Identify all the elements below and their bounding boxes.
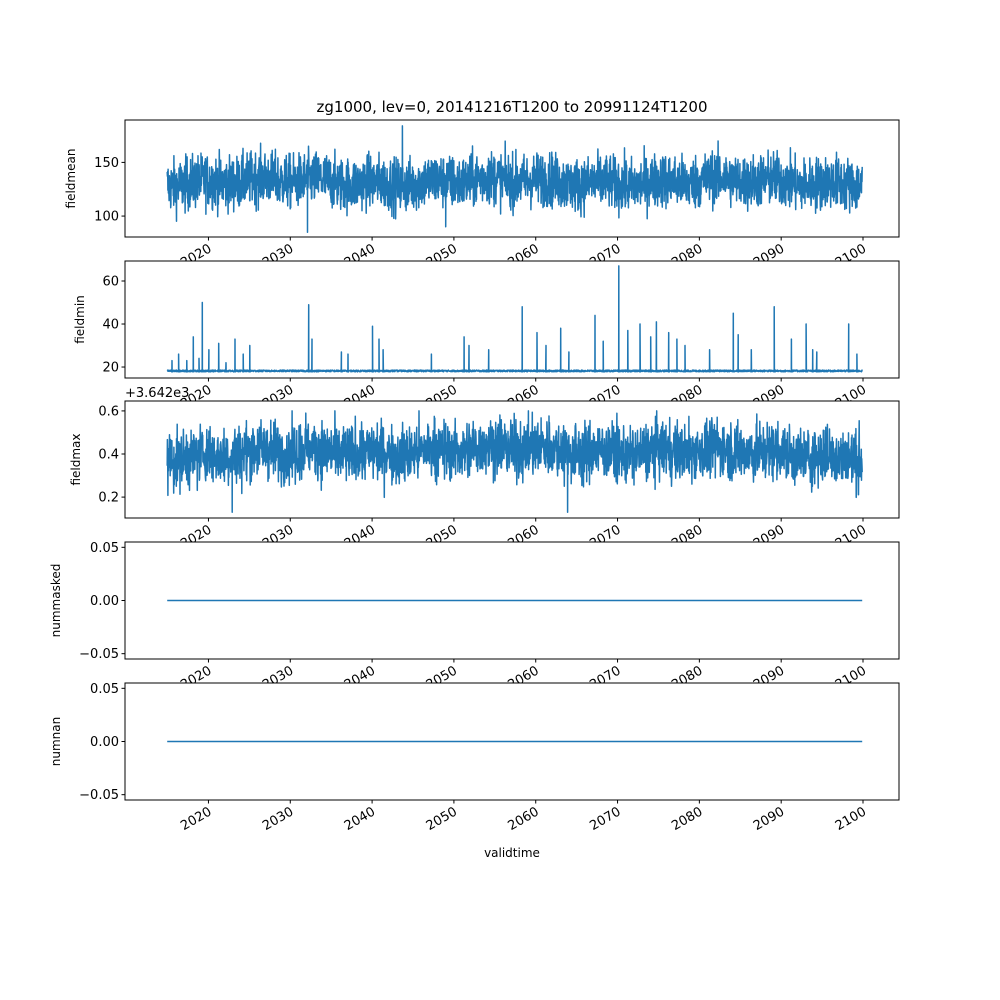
y-tick-label: 20 bbox=[102, 361, 119, 376]
axes-frame bbox=[124, 400, 900, 519]
series-line-fieldmax bbox=[166, 410, 863, 513]
y-tick-label: 100 bbox=[94, 210, 119, 225]
y-axis-label: fieldmean bbox=[64, 149, 78, 209]
plot-area bbox=[125, 261, 899, 378]
y-tick-label: 60 bbox=[102, 275, 119, 290]
x-tick-label: 2030 bbox=[260, 804, 296, 834]
y-axis-label: numnan bbox=[49, 717, 63, 766]
axes-frame bbox=[124, 260, 900, 379]
x-tick-label: 2020 bbox=[178, 804, 214, 834]
y-tick-label: 0.05 bbox=[90, 541, 119, 556]
y-tick-label: 40 bbox=[102, 318, 119, 333]
x-tick-label: 2080 bbox=[669, 804, 705, 834]
x-tick-label: 2060 bbox=[506, 804, 542, 834]
y-tick-label: −0.05 bbox=[79, 647, 119, 662]
y-axis-label: fieldmin bbox=[73, 295, 87, 344]
y-tick-label: 0.00 bbox=[90, 735, 119, 750]
y-tick-label: −0.05 bbox=[79, 788, 119, 803]
y-axis-label: fieldmax bbox=[69, 433, 83, 485]
y-axis-label: nummasked bbox=[49, 564, 63, 638]
x-tick-label: 2100 bbox=[833, 804, 869, 834]
x-tick-label: 2090 bbox=[751, 804, 787, 834]
series-line-fieldmin bbox=[166, 265, 863, 373]
x-tick-label: 2040 bbox=[342, 804, 378, 834]
y-tick-label: 0.6 bbox=[98, 404, 119, 419]
panel-numnan: −0.05 0.00 0.05 2020 2030 2040 2050 2060 2070 208… bbox=[49, 682, 900, 834]
x-axis-label: validtime bbox=[484, 846, 540, 860]
y-tick-label: 150 bbox=[94, 156, 119, 171]
x-tick-label: 2070 bbox=[587, 804, 623, 834]
series-line-fieldmean bbox=[166, 125, 863, 233]
chart-title: zg1000, lev=0, 20141216T1200 to 20991124… bbox=[317, 98, 708, 116]
axes-frame bbox=[124, 119, 900, 238]
y-offset-text: +3.642e3 bbox=[125, 386, 189, 401]
y-tick-label: 0.00 bbox=[90, 594, 119, 609]
y-tick-label: 0.05 bbox=[90, 682, 119, 697]
y-tick-label: 0.2 bbox=[98, 491, 119, 506]
y-tick-label: 0.4 bbox=[98, 448, 119, 463]
x-tick-label: 2050 bbox=[424, 804, 460, 834]
